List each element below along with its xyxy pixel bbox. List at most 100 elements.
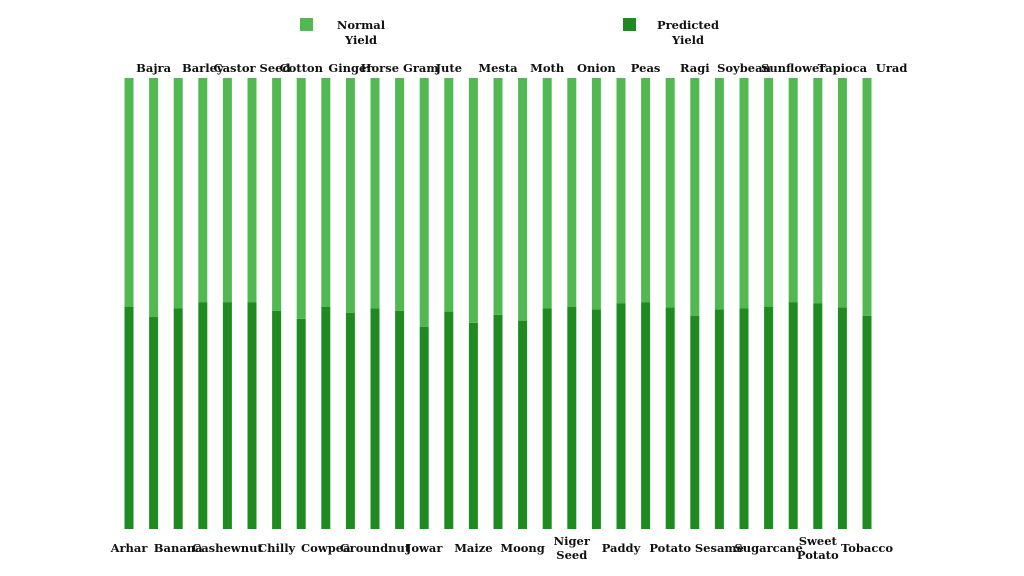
- legend-label-predicted-yield-line1: Predicted: [657, 18, 719, 32]
- bar-predicted-sweet-potato: [813, 303, 823, 529]
- bar-normal-jowar: [419, 78, 429, 327]
- bar-predicted-arhar: [124, 306, 134, 529]
- bar-predicted-sesame: [714, 309, 724, 529]
- category-label-niger-seed: Niger Seed: [554, 534, 591, 562]
- legend-label-normal-yield-line1: Normal: [337, 18, 386, 32]
- category-label-sugarcane: Sugarcane: [734, 541, 802, 555]
- bar-predicted-castor-seed: [247, 302, 257, 529]
- bar-predicted-ginger: [345, 312, 355, 529]
- category-label-barley: Barley: [182, 61, 224, 75]
- category-label-moth: Moth: [530, 61, 565, 75]
- category-label-cotton: Cotton: [279, 61, 323, 75]
- bar-predicted-onion: [591, 309, 601, 529]
- bar-normal-banana: [173, 78, 183, 309]
- category-label-sunflower: Sunflower: [761, 61, 826, 75]
- bar-normal-sunflower: [788, 78, 798, 303]
- category-label-tobacco: Tobacco: [841, 541, 893, 555]
- bar-normal-arhar: [124, 78, 134, 307]
- bar-predicted-groundnut: [370, 308, 380, 529]
- bar-normal-maize: [468, 78, 478, 323]
- category-label-cowpea: Cowpea: [301, 541, 351, 555]
- legend-swatch-predicted-yield: [623, 18, 636, 31]
- bar-normal-ragi: [690, 78, 700, 316]
- category-label-peas: Peas: [631, 61, 661, 75]
- category-label-chilly: Chilly: [258, 541, 296, 555]
- bar-predicted-soybean: [739, 308, 749, 529]
- bar-normal-moth: [542, 78, 552, 309]
- bar-predicted-banana: [173, 308, 183, 529]
- bar-predicted-maize: [468, 322, 478, 529]
- bar-predicted-peas: [641, 302, 651, 529]
- bar-normal-sesame: [714, 78, 724, 310]
- bar-normal-peas: [641, 78, 651, 303]
- bar-normal-soybean: [739, 78, 749, 309]
- bar-predicted-cotton: [296, 318, 306, 529]
- legend: Normal Yield Predicted Yield: [300, 18, 719, 47]
- bar-predicted-ragi: [690, 315, 700, 529]
- category-label-bajra: Bajra: [136, 61, 171, 75]
- bar-normal-horse-gram: [395, 78, 405, 311]
- bar-predicted-jowar: [419, 326, 429, 529]
- bar-predicted-jute: [444, 311, 454, 529]
- bar-normal-paddy: [616, 78, 626, 304]
- bar-normal-potato: [665, 78, 675, 308]
- category-label-banana: Banana: [154, 541, 203, 555]
- bar-predicted-moth: [542, 308, 552, 529]
- legend-label-normal-yield-line2: Yield: [344, 33, 377, 47]
- category-label-mesta: Mesta: [478, 61, 518, 75]
- bar-normal-sweet-potato: [813, 78, 823, 304]
- bar-predicted-cowpea: [321, 306, 331, 529]
- legend-label-predicted-yield-line2: Yield: [671, 33, 704, 47]
- bar-predicted-sunflower: [788, 302, 798, 529]
- category-label-ginger: Ginger: [328, 61, 373, 75]
- bar-predicted-paddy: [616, 303, 626, 529]
- bar-normal-cotton: [296, 78, 306, 319]
- bar-normal-jute: [444, 78, 454, 312]
- category-label-jute: Jute: [435, 61, 462, 75]
- category-label-sweet-potato: Sweet Potato: [797, 534, 839, 562]
- bar-predicted-tobacco: [862, 315, 872, 529]
- bar-predicted-potato: [665, 307, 675, 529]
- category-label-maize: Maize: [454, 541, 492, 555]
- category-label-ragi: Ragi: [680, 61, 710, 75]
- bar-predicted-niger-seed: [567, 306, 577, 529]
- category-label-paddy: Paddy: [602, 541, 641, 555]
- bar-normal-ginger: [345, 78, 355, 313]
- bar-normal-moong: [518, 78, 528, 321]
- category-label-urad: Urad: [876, 61, 908, 75]
- category-labels: Arhar Bajra Banana Barley Cashewnut Castor Se…: [110, 61, 908, 562]
- bar-predicted-mesta: [493, 314, 503, 529]
- bar-normal-barley: [198, 78, 208, 303]
- bar-predicted-horse-gram: [395, 310, 405, 529]
- bar-predicted-tapioca: [837, 307, 847, 529]
- bar-normal-castor-seed: [247, 78, 257, 303]
- bar-normal-groundnut: [370, 78, 380, 309]
- category-label-castor-seed: Castor Seed: [213, 61, 290, 75]
- bar-normal-onion: [591, 78, 601, 310]
- category-label-tapioca: Tapioca: [818, 61, 868, 75]
- category-label-potato: Potato: [649, 541, 691, 555]
- category-label-moong: Moong: [500, 541, 544, 555]
- bar-normal-niger-seed: [567, 78, 577, 307]
- category-label-soybean: Soybean: [717, 61, 771, 75]
- bar-normal-mesta: [493, 78, 503, 315]
- bar-predicted-cashewnut: [222, 302, 232, 529]
- category-label-jowar: Jowar: [405, 541, 443, 555]
- bar-predicted-moong: [518, 320, 528, 529]
- legend-swatch-normal-yield: [300, 18, 313, 31]
- category-label-arhar: Arhar: [110, 541, 149, 555]
- bar-normal-bajra: [149, 78, 159, 318]
- bar-predicted-barley: [198, 302, 208, 529]
- category-label-cashewnut: Cashewnut: [192, 541, 263, 555]
- bar-normal-sugarcane: [764, 78, 774, 307]
- bar-normal-cowpea: [321, 78, 331, 307]
- bar-predicted-sugarcane: [764, 306, 774, 529]
- category-label-horse-gram: Horse Gram: [361, 61, 439, 75]
- bars: [124, 78, 872, 529]
- bar-normal-cashewnut: [222, 78, 232, 303]
- category-label-groundnut: Groundnut: [340, 541, 411, 555]
- bar-normal-chilly: [272, 78, 282, 311]
- category-label-onion: Onion: [577, 61, 616, 75]
- bar-predicted-bajra: [149, 317, 159, 529]
